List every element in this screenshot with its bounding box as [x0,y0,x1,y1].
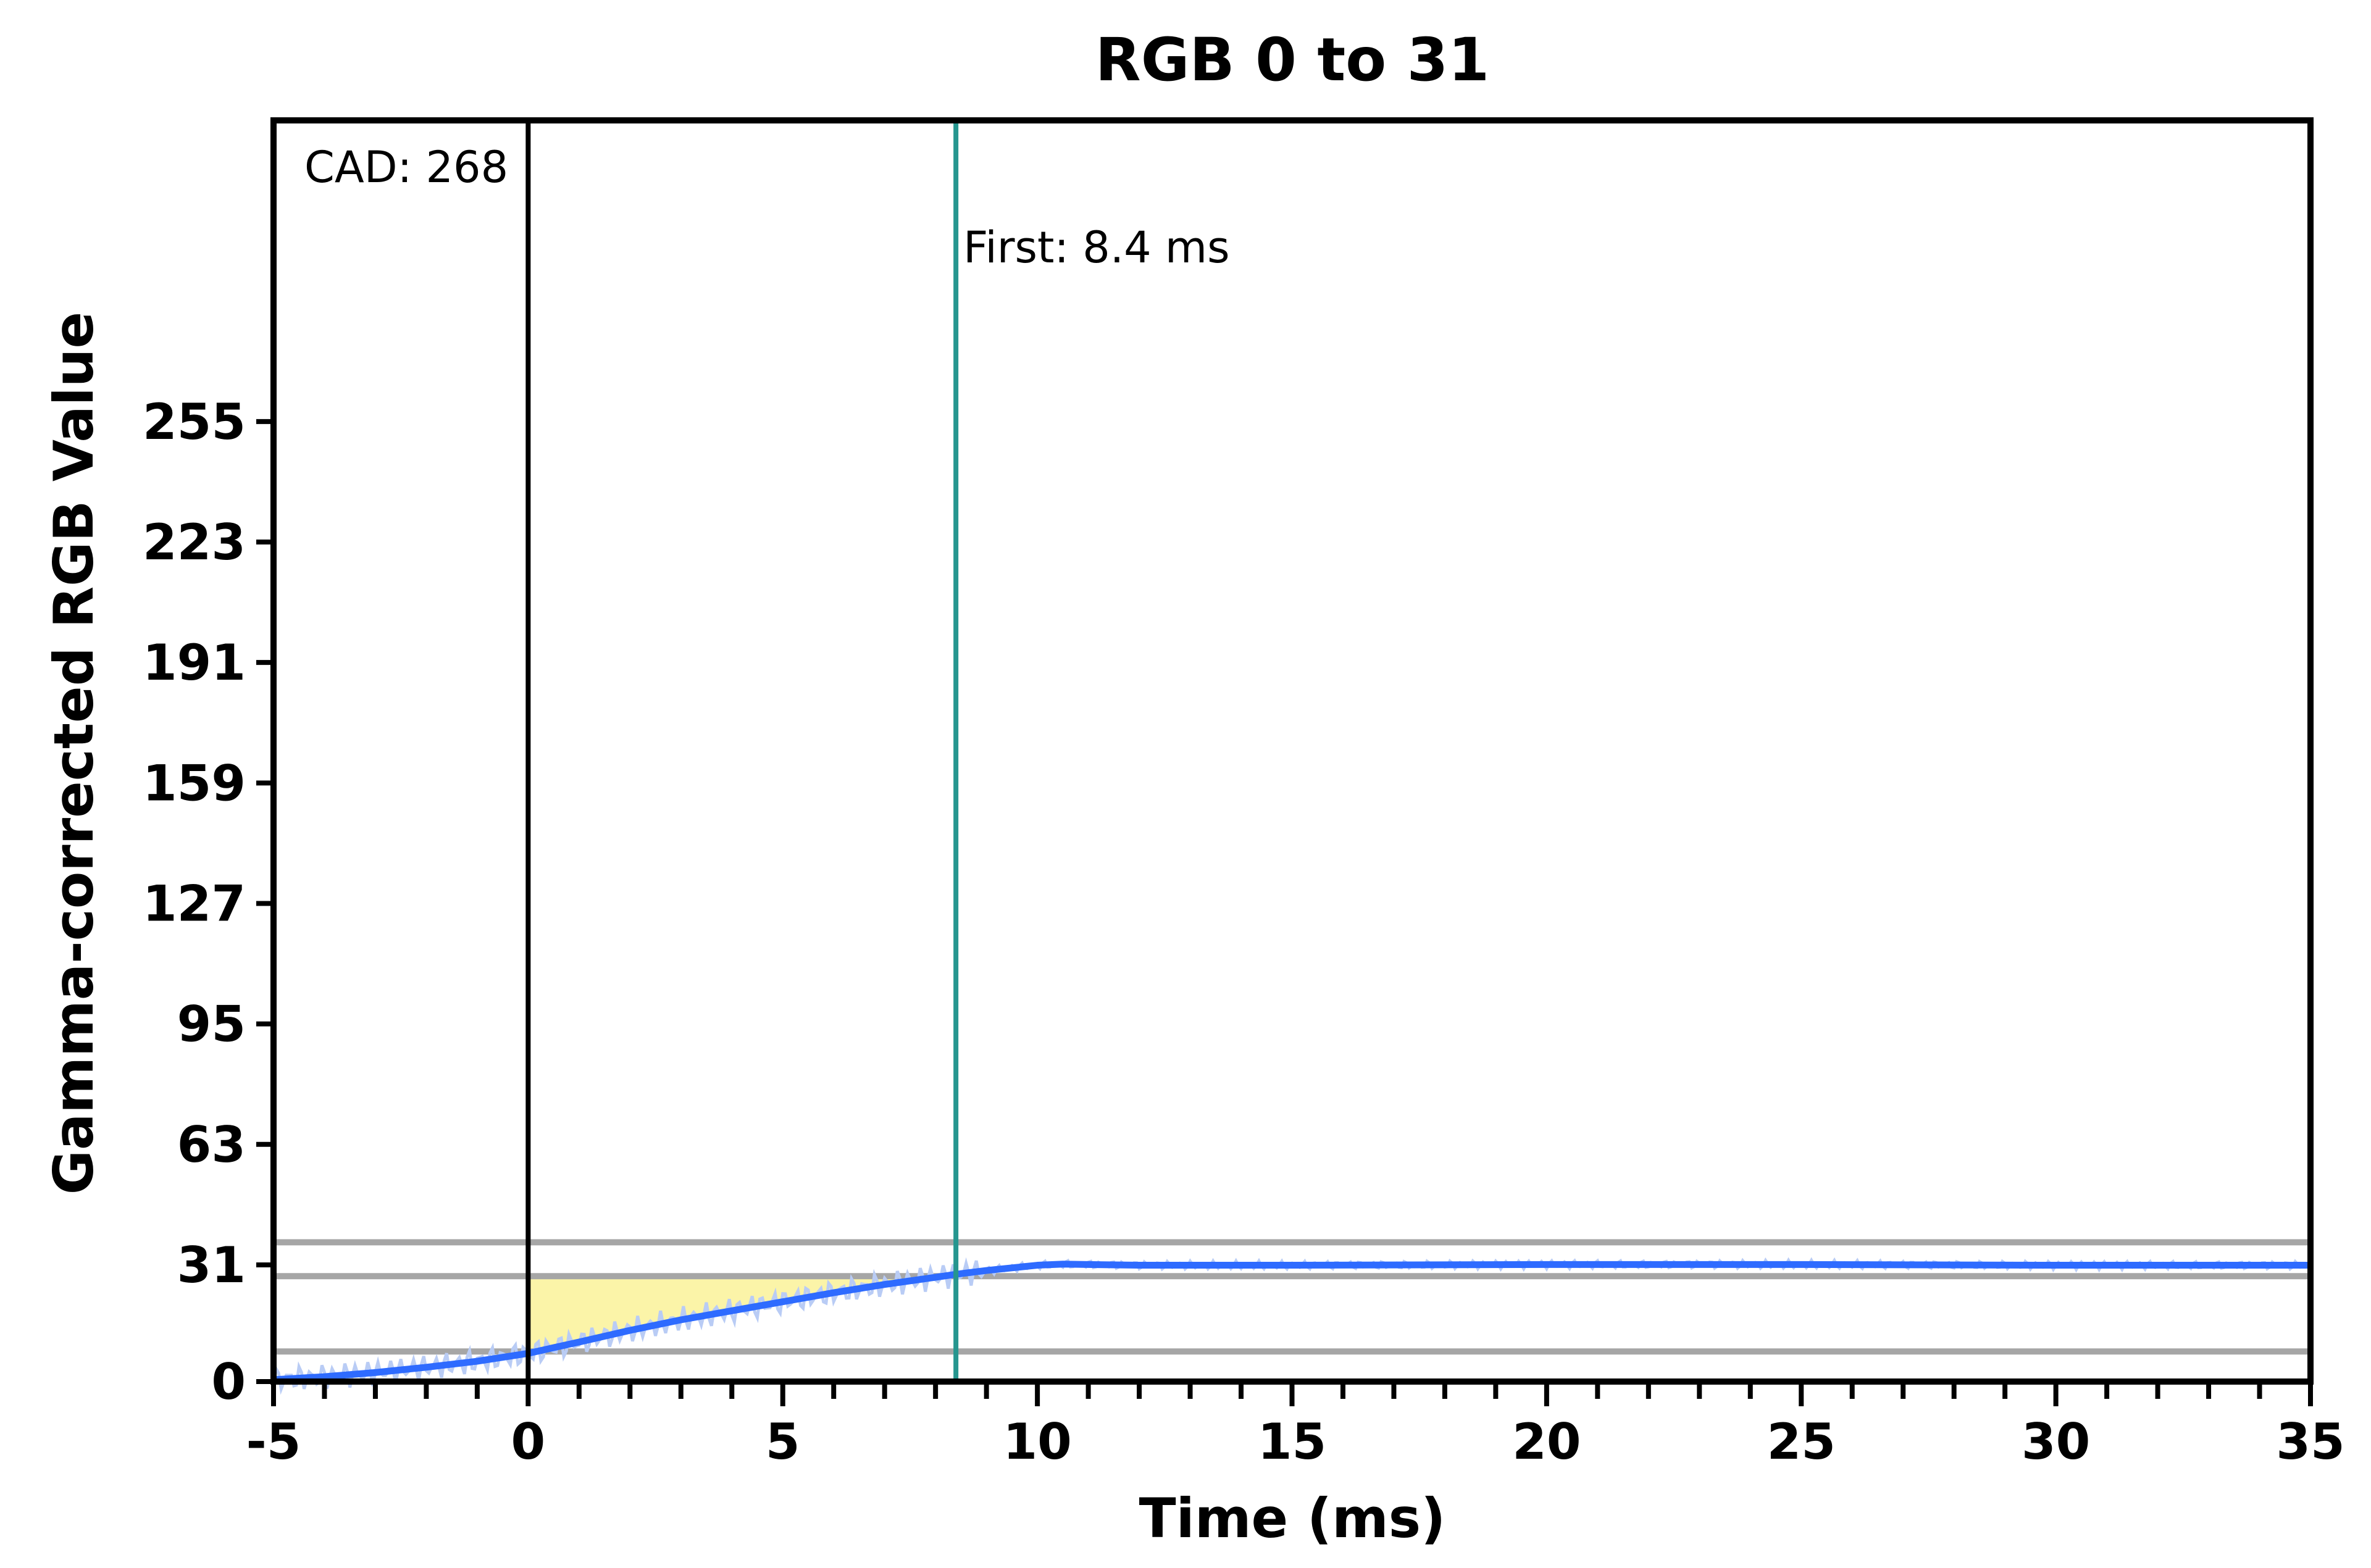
chart-title: RGB 0 to 31 [1095,25,1489,94]
x-tick-label: 20 [1512,1413,1581,1470]
x-tick-label: -5 [246,1413,301,1470]
plot-area [270,117,2314,1395]
x-tick-label: 35 [2276,1413,2344,1470]
first-response-annotation: First: 8.4 ms [963,222,1229,273]
cad-annotation: CAD: 268 [304,142,508,193]
y-tick-label: 223 [143,514,246,571]
transition-shaded-area [528,1274,956,1354]
x-axis-ticks: -5 0 5 10 15 20 25 30 35 [246,1382,2345,1470]
y-tick-label: 31 [177,1236,246,1294]
y-tick-label: 95 [177,996,246,1053]
y-tick-label: 0 [211,1353,246,1411]
y-tick-label: 191 [143,634,246,691]
x-axis-label: Time (ms) [1139,1487,1446,1550]
x-tick-label: 10 [1003,1413,1071,1470]
x-tick-label: 0 [511,1413,546,1470]
x-tick-label: 30 [2022,1413,2090,1470]
x-tick-label: 25 [1767,1413,1836,1470]
x-tick-label: 15 [1258,1413,1326,1470]
y-axis-label: Gamma-corrected RGB Value [42,312,106,1195]
y-tick-label: 255 [143,393,246,451]
series-line [273,1261,2310,1383]
y-tick-label: 159 [143,754,246,812]
x-tick-label: 5 [766,1413,800,1470]
plot-frame [270,117,2314,1385]
y-tick-label: 63 [177,1116,246,1174]
y-tick-label: 127 [143,875,246,932]
y-axis-ticks: 0 31 63 95 127 159 191 223 255 [143,393,274,1411]
